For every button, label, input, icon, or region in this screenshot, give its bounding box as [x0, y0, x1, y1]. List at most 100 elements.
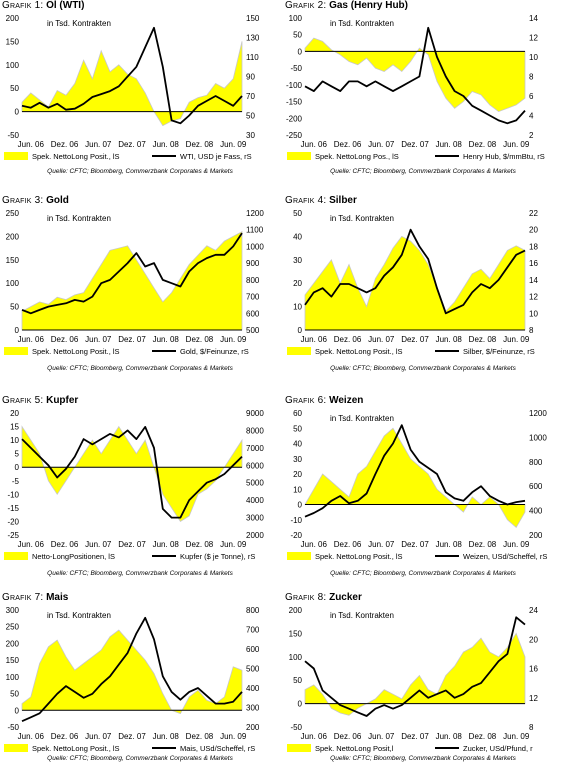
y-left-tick-label: -50	[7, 723, 19, 732]
y-left-tick-label: 50	[293, 424, 302, 433]
x-tick-label: Jun. 09	[503, 335, 530, 344]
chart-svg: 0 50 100 150 200 250 500 600 700 800 900 1000 1100 12…	[4, 209, 264, 356]
y-left-tick-label: 0	[298, 501, 303, 510]
legend-area-swatch	[287, 347, 311, 355]
chart-title: Grafik 4: Silber	[285, 195, 357, 206]
y-right-tick-label: 800	[246, 606, 260, 615]
x-tick-label: Dez. 06	[334, 335, 362, 344]
y-right-tick-label: 900	[246, 259, 260, 268]
y-right-tick-label: 4	[529, 112, 534, 121]
x-tick-label: Jun. 09	[503, 140, 530, 149]
y-right-tick-label: 12	[529, 694, 538, 703]
y-right-tick-label: 3000	[246, 514, 264, 523]
x-tick-label: Jun. 06	[18, 140, 45, 149]
x-tick-label: Dez. 07	[401, 540, 429, 549]
y-right-tick-label: 2000	[246, 531, 264, 540]
units-annotation: in Tsd. Kontrakten	[330, 414, 394, 423]
y-right-tick-label: 4000	[246, 496, 264, 505]
x-tick-label: Jun. 07	[85, 732, 112, 741]
y-left-tick-label: 50	[10, 303, 19, 312]
x-tick-label: Dez. 08	[469, 140, 497, 149]
y-right-tick-label: 2	[529, 131, 534, 140]
legend-area-label: Spek. NettoLong Posit., lS	[315, 552, 403, 561]
x-tick-label: Jun. 07	[368, 540, 395, 549]
y-left-tick-label: 0	[15, 108, 20, 117]
x-tick-label: Jun. 08	[436, 140, 463, 149]
x-tick-label: Dez. 08	[469, 540, 497, 549]
source-note: Quelle: CFTC; Bloomberg, Commerzbank Cor…	[47, 755, 233, 762]
chart-panel-5: Grafik 5: Kupfer -25 -20 -15 -10 -5 0 5 10 15 20 2…	[2, 395, 278, 581]
x-tick-label: Jun. 08	[153, 335, 180, 344]
y-right-tick-label: 130	[246, 34, 260, 43]
x-tick-label: Jun. 08	[436, 335, 463, 344]
y-right-tick-label: 90	[246, 73, 255, 82]
x-tick-label: Jun. 06	[18, 732, 45, 741]
x-tick-label: Dez. 06	[334, 540, 362, 549]
y-left-tick-label: 5	[15, 450, 20, 459]
y-right-tick-label: 500	[246, 326, 260, 335]
x-tick-label: Dez. 07	[118, 732, 146, 741]
y-left-tick-label: -250	[286, 131, 303, 140]
legend-area-swatch	[4, 552, 28, 560]
x-tick-label: Jun. 06	[18, 540, 45, 549]
chart-title: Grafik 2: Gas (Henry Hub)	[285, 0, 408, 11]
chart-panel-6: Grafik 6: Weizen -20 -10 0 10 20 30 40 50 60 200 4…	[285, 395, 561, 581]
chart-panel-7: Grafik 7: Mais -50 0 50 100 150 200 250 300 200 3…	[2, 592, 278, 778]
net-long-area	[304, 235, 526, 331]
units-annotation: in Tsd. Kontrakten	[330, 611, 394, 620]
y-left-tick-label: 100	[289, 653, 303, 662]
x-tick-label: Dez. 06	[51, 335, 79, 344]
y-right-tick-label: 1200	[529, 409, 547, 418]
y-right-tick-label: 10	[529, 309, 538, 318]
y-right-tick-label: 700	[246, 626, 260, 635]
y-right-tick-label: 8	[529, 73, 534, 82]
units-annotation: in Tsd. Kontrakten	[330, 214, 394, 223]
source-note: Quelle: CFTC; Bloomberg, Commerzbank Cor…	[330, 570, 516, 577]
legend-line-label: Weizen, USd/Scheffel, rS	[463, 552, 547, 561]
price-line	[304, 26, 526, 125]
x-tick-label: Jun. 07	[368, 140, 395, 149]
y-left-tick-label: 200	[6, 232, 20, 241]
source-note: Quelle: CFTC; Bloomberg, Commerzbank Cor…	[330, 365, 516, 372]
legend-line-label: Zucker, USd/Pfund, r	[463, 744, 533, 753]
x-tick-label: Jun. 07	[368, 732, 395, 741]
y-left-tick-label: 10	[293, 303, 302, 312]
y-right-tick-label: 600	[246, 645, 260, 654]
y-right-tick-label: 14	[529, 276, 538, 285]
x-tick-label: Jun. 06	[301, 140, 328, 149]
price-line	[21, 426, 243, 519]
y-left-tick-label: -50	[290, 64, 302, 73]
y-left-tick-label: 50	[293, 31, 302, 40]
y-right-tick-label: 1000	[529, 433, 547, 442]
x-tick-label: Jun. 09	[503, 540, 530, 549]
chart-title: Grafik 7: Mais	[2, 592, 69, 603]
price-line	[21, 616, 243, 723]
units-annotation: in Tsd. Kontrakten	[330, 19, 394, 28]
legend-area-label: Netto-LongPositionen, lS	[32, 552, 115, 561]
y-right-tick-label: 6	[529, 92, 534, 101]
x-tick-label: Jun. 07	[85, 335, 112, 344]
y-left-tick-label: -50	[290, 723, 302, 732]
net-long-area	[304, 632, 526, 716]
y-right-tick-label: 600	[246, 309, 260, 318]
legend-line-label: Silber, $/Feinunze, rS	[463, 347, 535, 356]
units-annotation: in Tsd. Kontrakten	[47, 19, 111, 28]
chart-svg: -25 -20 -15 -10 -5 0 5 10 15 20 2000 3000 4000 5000 60…	[4, 409, 264, 561]
x-tick-label: Jun. 06	[18, 335, 45, 344]
y-left-tick-label: -20	[290, 531, 302, 540]
y-right-tick-label: 1000	[246, 242, 264, 251]
x-tick-label: Jun. 09	[220, 140, 247, 149]
y-left-tick-label: 200	[6, 14, 20, 23]
price-line	[21, 232, 243, 315]
y-right-tick-label: 16	[529, 665, 538, 674]
y-left-tick-label: -25	[7, 531, 19, 540]
source-note: Quelle: CFTC; Bloomberg, Commerzbank Cor…	[330, 755, 516, 762]
x-tick-label: Dez. 07	[401, 140, 429, 149]
x-tick-label: Jun. 09	[220, 335, 247, 344]
x-tick-label: Jun. 07	[85, 140, 112, 149]
price-line	[21, 26, 243, 125]
y-left-tick-label: -150	[286, 98, 303, 107]
chart-title: Grafik 1: Öl (WTI)	[2, 0, 85, 11]
y-left-tick-label: 250	[6, 209, 20, 218]
y-left-tick-label: 300	[6, 606, 20, 615]
